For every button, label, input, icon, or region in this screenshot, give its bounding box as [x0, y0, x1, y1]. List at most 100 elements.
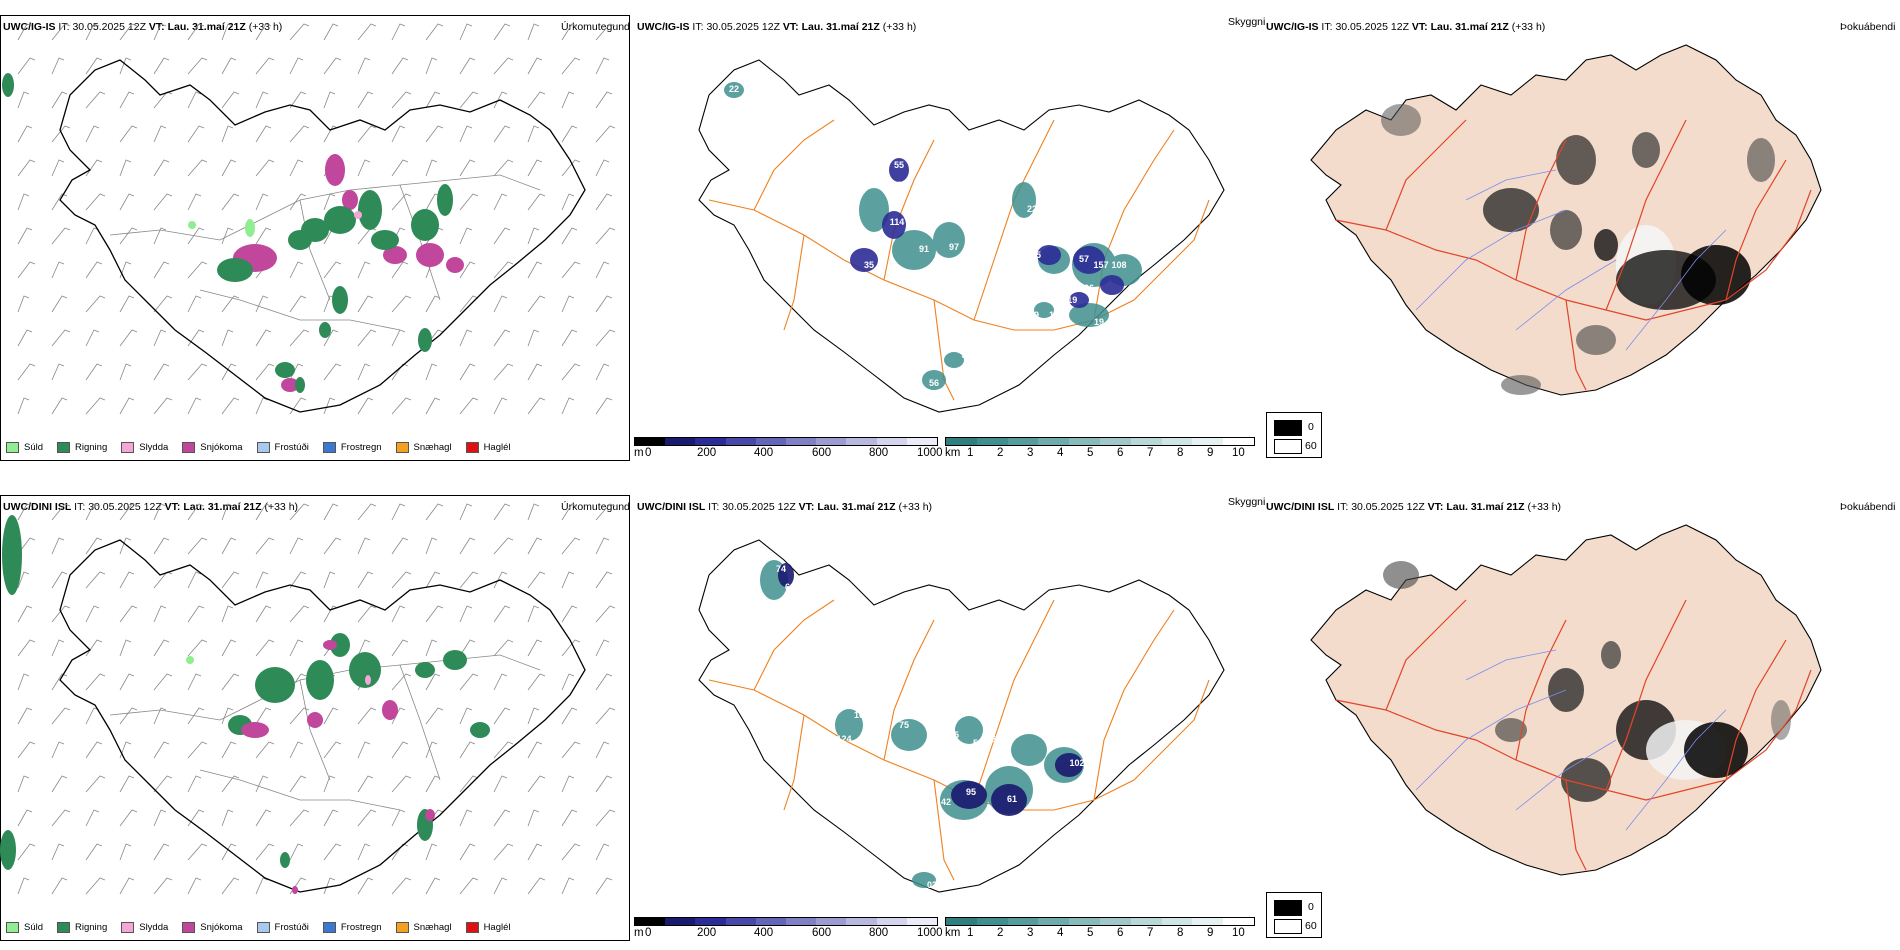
wind-barb — [357, 809, 377, 827]
tick-label: 0 — [645, 927, 652, 939]
wind-barb — [119, 605, 138, 623]
wind-barb — [85, 193, 106, 211]
panel-frame — [0, 495, 630, 941]
precip-drizzle — [186, 656, 194, 664]
wind-barb — [595, 329, 616, 347]
wind-barb — [85, 877, 106, 895]
cloud-label: 16 — [854, 710, 864, 720]
wind-barb — [561, 571, 575, 589]
wind-barb — [85, 775, 106, 793]
wind-barb — [85, 397, 106, 415]
wind-barb — [187, 571, 202, 589]
wind-barb — [493, 707, 511, 725]
wind-barb — [255, 605, 272, 623]
product-name: Þokuábendi — [1840, 21, 1896, 33]
product-name: Skyggni — [1228, 16, 1266, 28]
legend-swatch — [182, 921, 196, 933]
wind-barb — [459, 159, 476, 177]
wind-barb — [153, 503, 167, 521]
wind-barb — [493, 639, 514, 657]
legend-item: Frostregn — [322, 921, 382, 933]
tick-label: 600 — [812, 927, 832, 939]
wind-barb — [187, 227, 205, 245]
wind-barb — [119, 261, 132, 279]
cloud-cells — [724, 82, 1142, 390]
tick-label: 1 — [967, 927, 974, 939]
cloud-label: 38 — [732, 210, 742, 220]
wind-barb — [459, 363, 476, 381]
legend-label: Frostregn — [340, 441, 382, 453]
wind-barb — [493, 843, 514, 861]
wind-barb — [51, 125, 71, 143]
wind-barb — [357, 639, 371, 657]
wind-barb — [119, 91, 135, 109]
cloud-label: 19 — [1094, 317, 1104, 327]
tick-label: 1000 — [917, 927, 943, 939]
tick-label: 5 — [1087, 927, 1094, 939]
wind-barb — [425, 571, 441, 589]
cloud-label: 90 — [914, 385, 924, 395]
wind-barb — [221, 843, 237, 861]
wind-barb — [255, 329, 272, 347]
wind-barb — [51, 537, 65, 555]
product-name: Úrkomutegund — [561, 21, 630, 33]
wind-barb — [595, 639, 610, 657]
wind-barb — [595, 843, 610, 861]
wind-barb — [17, 707, 33, 725]
wind-barb — [51, 329, 71, 347]
wind-barb — [289, 503, 310, 521]
visibility-panel: UWC/DINI ISL IT: 30.05.2025 12Z VT: Lau.… — [634, 480, 1266, 950]
wind-barb — [595, 775, 613, 793]
fog-legend: 0 60 — [1266, 892, 1322, 938]
wind-barb — [221, 193, 240, 211]
wind-barb — [595, 23, 616, 41]
wind-barb — [527, 159, 543, 177]
wind-barb — [187, 605, 205, 623]
wind-barb — [595, 605, 616, 623]
wind-barb — [323, 397, 336, 415]
wind-barb — [221, 741, 237, 759]
legend-label: Snæhagl — [413, 441, 452, 453]
precip-sleet — [365, 675, 371, 685]
wind-barb — [357, 877, 374, 895]
cloud-base-colorbar — [945, 917, 1255, 926]
wind-barb — [119, 877, 135, 895]
wind-barb — [425, 707, 444, 725]
precip-drizzle — [188, 219, 255, 237]
wind-barb — [17, 605, 33, 623]
tick-label: 10 — [1232, 447, 1245, 459]
wind-barb — [51, 571, 68, 589]
legend-item: Súld — [6, 921, 43, 933]
wind-barb — [51, 605, 71, 623]
wind-barb — [493, 605, 511, 623]
wind-barb — [459, 537, 476, 555]
wind-barb — [153, 295, 173, 313]
wind-barb — [187, 707, 205, 725]
wind-barb — [527, 809, 540, 827]
wind-barb — [51, 23, 71, 41]
panel-title: UWC/DINI ISL IT: 30.05.2025 12Z VT: Lau.… — [1266, 501, 1562, 513]
wind-barb — [561, 125, 578, 143]
tick-label: 2 — [997, 447, 1004, 459]
wind-barb — [527, 707, 540, 725]
wind-barb — [221, 537, 237, 555]
wind-barb — [17, 329, 33, 347]
fog-legend-max: 60 — [1305, 920, 1317, 932]
wind-barb — [561, 57, 581, 75]
tick-label: 3 — [1027, 927, 1034, 939]
wind-barb — [289, 125, 310, 143]
wind-barb — [289, 23, 310, 41]
tick-label: 9 — [1207, 927, 1214, 939]
visibility-colorbar — [634, 437, 938, 446]
wind-barb — [595, 673, 613, 691]
wind-barb — [459, 707, 473, 725]
wind-barb — [357, 537, 371, 555]
legend-label: Haglél — [483, 921, 511, 933]
wind-barb — [391, 639, 409, 657]
wind-barb — [391, 193, 412, 211]
wind-barb — [391, 329, 406, 347]
legend-item: Slydda — [121, 441, 168, 453]
wind-barb — [255, 23, 272, 41]
wind-barb — [459, 775, 479, 793]
wind-barb — [17, 261, 36, 279]
